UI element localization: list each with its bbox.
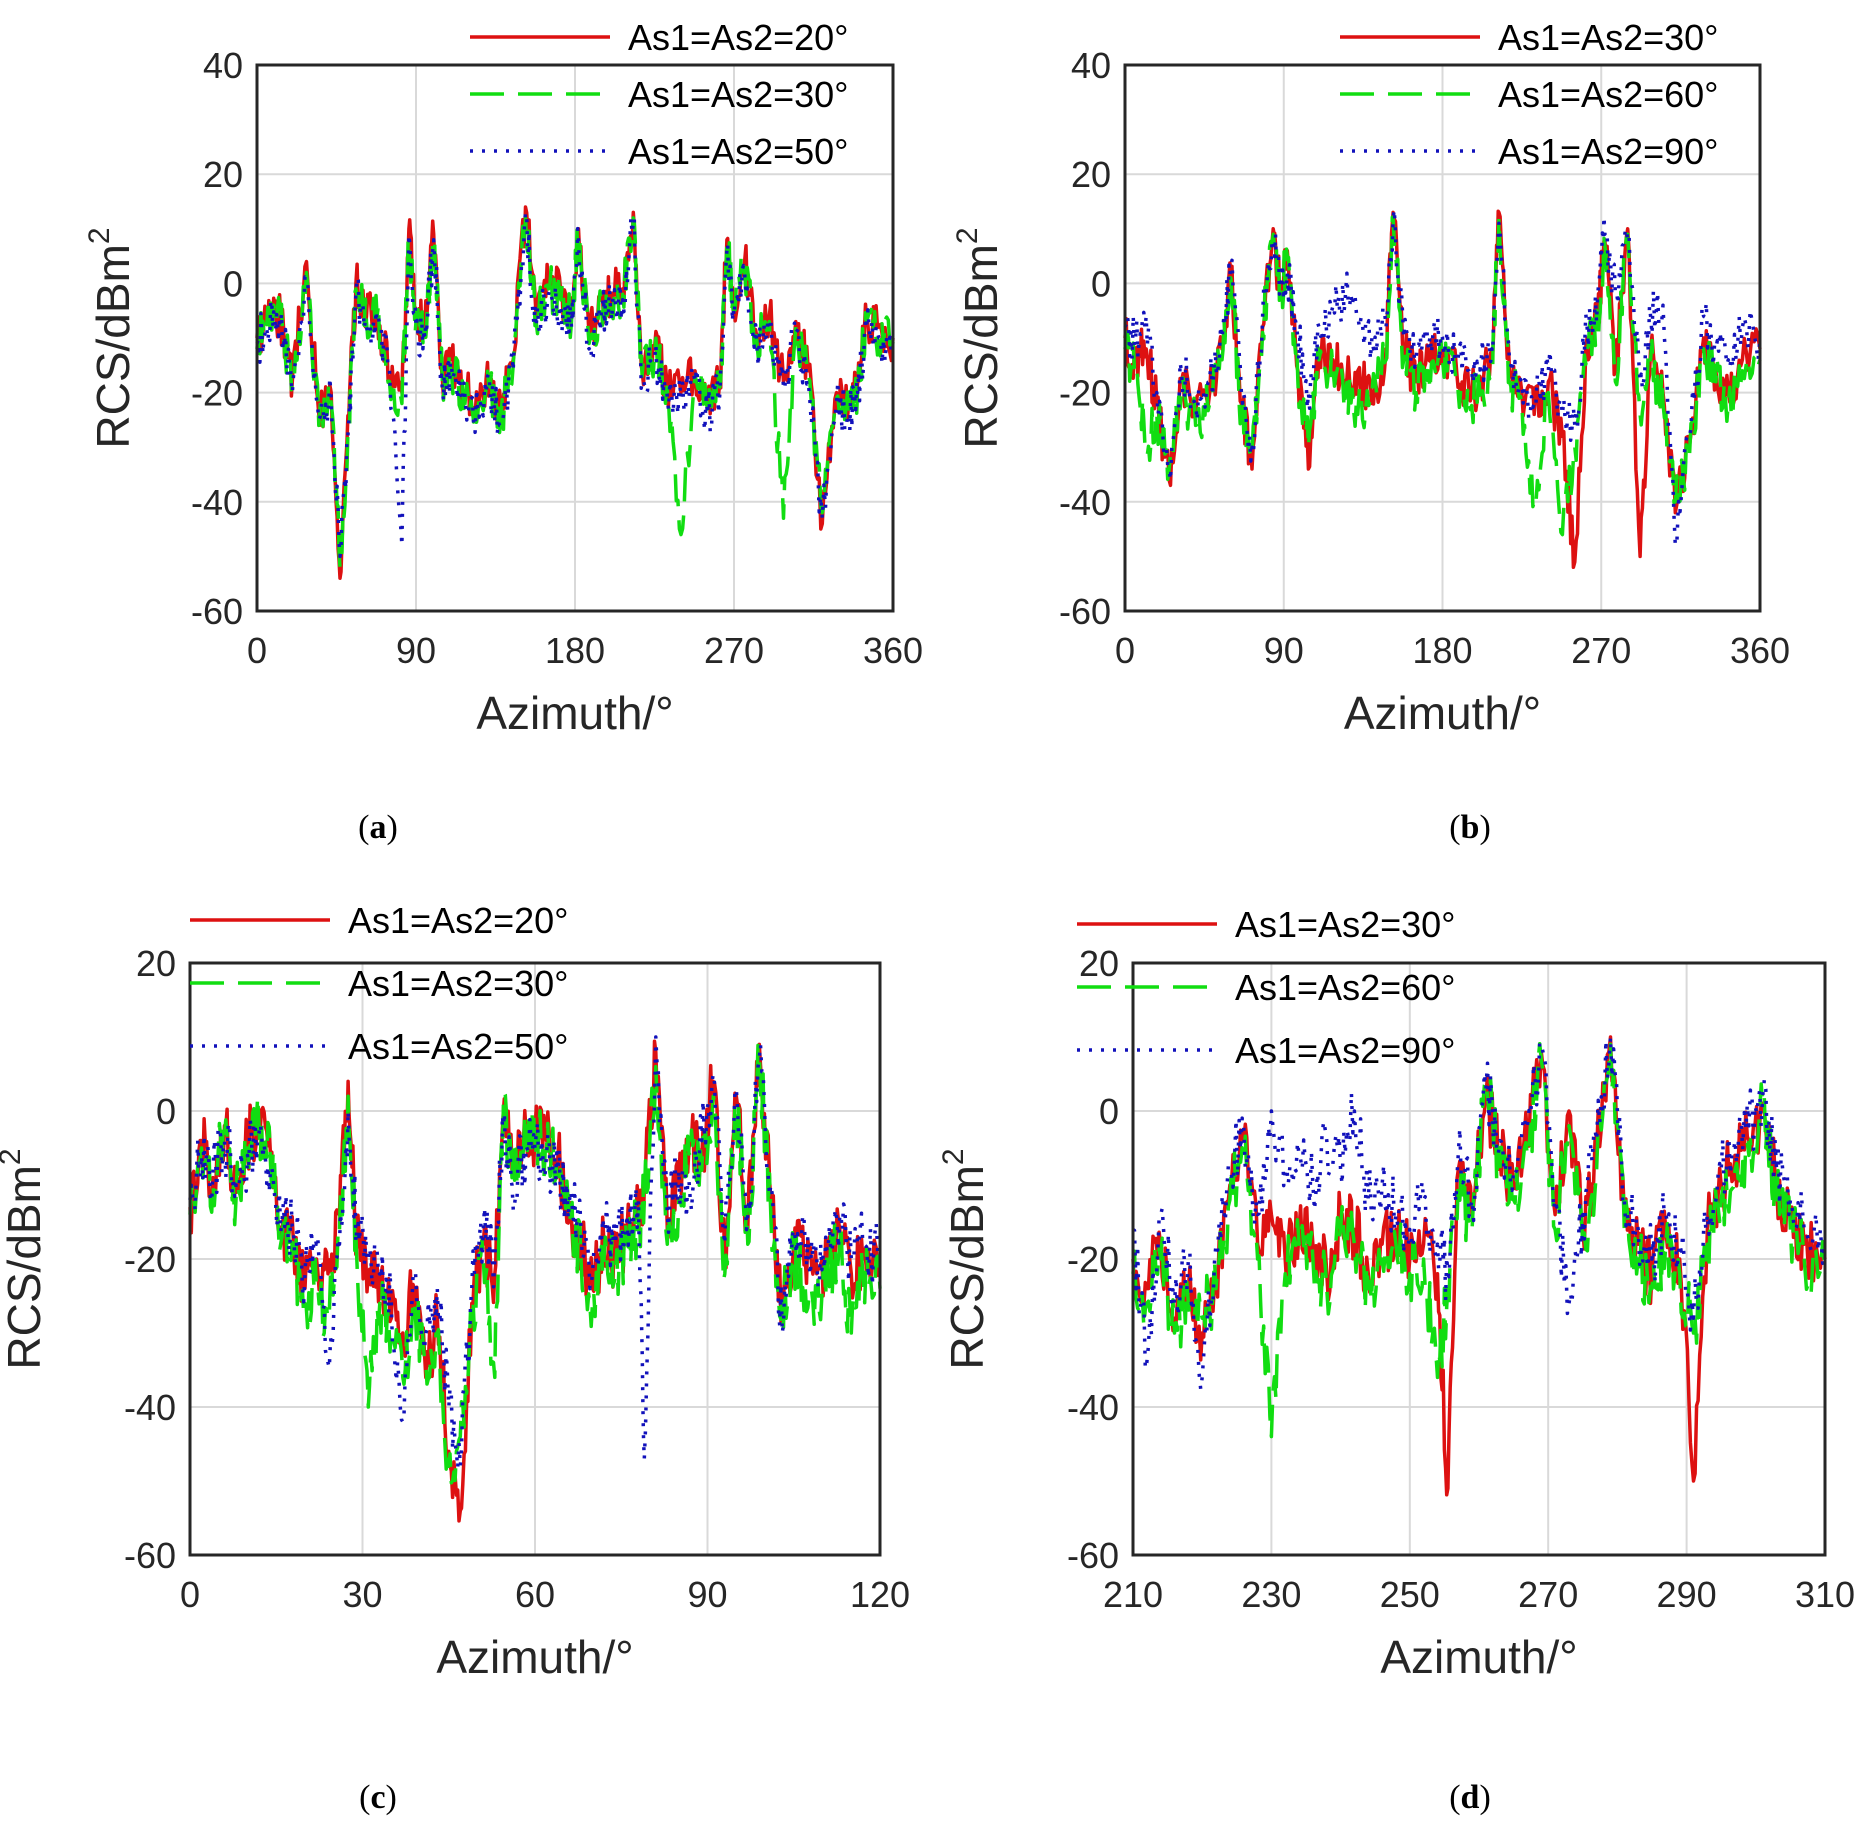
chart-b-y-tick-label: -60 [1059,591,1111,632]
chart-d-x-tick-label: 210 [1103,1574,1163,1615]
chart-a-x-tick-label: 180 [545,630,605,671]
chart-a-legend-label-2: As1=As2=30° [628,74,849,115]
chart-a-series-2-line [255,216,895,570]
chart-d-x-tick-label: 310 [1795,1574,1855,1615]
chart-d-x-tick-label: 270 [1518,1574,1578,1615]
chart-b-x-tick-label: 180 [1412,630,1472,671]
panel-c: 0 30 60 90 120 20 0 -20 -40 -60 Azimuth/° RCS/dBm2 A… [0,900,910,1683]
caption-a: (a) [358,809,398,846]
chart-d-series-2-line [1131,1041,1827,1439]
chart-c-legend-label-1: As1=As2=20° [348,900,569,941]
chart-b-x-tick-label: 270 [1571,630,1631,671]
chart-a-x-tick-label: 270 [704,630,764,671]
chart-c-legend-label-3: As1=As2=50° [348,1026,569,1067]
panel-d: 210 230 250 270 290 310 20 0 -20 -40 -60 Azimuth/° R… [937,904,1855,1683]
chart-c-y-tick-label: 20 [136,943,176,984]
chart-d-legend-label-1: As1=As2=30° [1235,904,1456,945]
chart-a-y-tick-label: -40 [191,482,243,523]
chart-b-x-tick-label: 360 [1730,630,1790,671]
chart-b-legend-label-2: As1=As2=60° [1498,74,1719,115]
chart-b-legend-label-3: As1=As2=90° [1498,131,1719,172]
chart-a-y-tick-label: -60 [191,591,243,632]
chart-d-y-axis-label: RCS/dBm2 [937,1148,993,1369]
chart-b-y-tick-label: -20 [1059,373,1111,414]
chart-d-series-3-line [1132,1035,1827,1391]
chart-d-x-axis-label: Azimuth/° [1380,1631,1577,1683]
panel-a: 0 90 180 270 360 40 20 0 -20 -40 -60 Azimuth/° RCS/d… [83,17,923,739]
chart-b-x-tick-label: 90 [1264,630,1304,671]
chart-c-x-tick-label: 60 [515,1574,555,1615]
chart-c-y-axis-label: RCS/dBm2 [0,1148,50,1369]
chart-a-x-tick-label: 360 [863,630,923,671]
chart-b-series-2-line [1123,215,1762,537]
chart-c-axes-frame [188,961,882,1557]
chart-a-x-tick-label: 0 [247,630,267,671]
chart-c-y-tick-label: -60 [124,1535,176,1576]
chart-a-legend-label-1: As1=As2=20° [628,17,849,58]
chart-a-y-tick-label: 0 [223,263,243,304]
chart-b-y-tick-label: 20 [1071,154,1111,195]
chart-d-x-tick-label: 230 [1241,1574,1301,1615]
chart-c-x-axis-label: Azimuth/° [436,1631,633,1683]
chart-d-y-tick-label: 20 [1079,943,1119,984]
chart-b-y-tick-label: 40 [1071,45,1111,86]
chart-c-x-tick-label: 90 [687,1574,727,1615]
chart-a-legend-label-3: As1=As2=50° [628,131,849,172]
caption-d: (d) [1449,1779,1491,1816]
chart-b-legend-label-1: As1=As2=30° [1498,17,1719,58]
chart-a-axes-frame [255,63,895,613]
chart-c-y-tick-label: -40 [124,1387,176,1428]
chart-c-legend-label-2: As1=As2=30° [348,963,569,1004]
chart-c-x-tick-label: 0 [180,1574,200,1615]
chart-a-x-axis-label: Azimuth/° [476,687,673,739]
chart-b-x-tick-label: 0 [1115,630,1135,671]
chart-d-axes-frame [1131,961,1827,1557]
panel-b: 0 90 180 270 360 40 20 0 -20 -40 -60 Azimuth/° RCS/d… [951,17,1790,739]
chart-d-y-tick-label: -20 [1067,1239,1119,1280]
chart-d-y-tick-label: -60 [1067,1535,1119,1576]
chart-d-x-tick-label: 290 [1657,1574,1717,1615]
chart-b-y-axis-label: RCS/dBm2 [951,227,1007,448]
chart-c-y-tick-label: -20 [124,1239,176,1280]
chart-b-axes-frame [1123,63,1762,613]
chart-a-y-tick-label: 40 [203,45,243,86]
chart-a-y-tick-label: -20 [191,373,243,414]
chart-a-x-tick-label: 90 [396,630,436,671]
chart-b-y-tick-label: -40 [1059,482,1111,523]
chart-a-y-axis-label: RCS/dBm2 [83,227,139,448]
chart-c-y-tick-label: 0 [156,1091,176,1132]
chart-c-x-tick-label: 30 [342,1574,382,1615]
chart-d-x-tick-label: 250 [1380,1574,1440,1615]
chart-d-y-tick-label: -40 [1067,1387,1119,1428]
chart-b-y-tick-label: 0 [1091,263,1111,304]
chart-a-series-3-line [255,210,895,559]
caption-c: (c) [359,1779,397,1816]
chart-d-legend-label-2: As1=As2=60° [1235,967,1456,1008]
chart-d-legend-label-3: As1=As2=90° [1235,1030,1456,1071]
chart-b-x-axis-label: Azimuth/° [1344,687,1541,739]
caption-b: (b) [1449,809,1491,846]
chart-a-y-tick-label: 20 [203,154,243,195]
chart-c-x-tick-label: 120 [850,1574,910,1615]
chart-d-y-tick-label: 0 [1099,1091,1119,1132]
